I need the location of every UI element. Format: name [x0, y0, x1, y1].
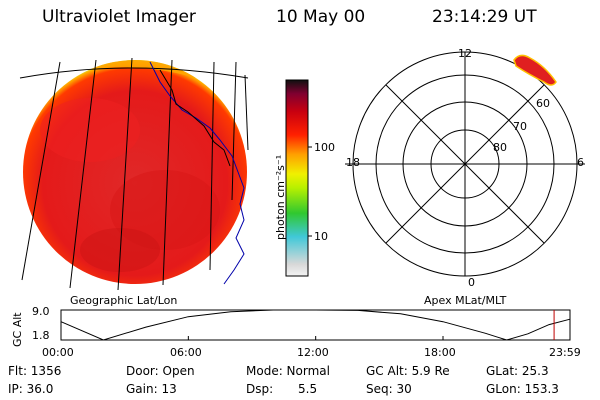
- mlt-label-6: 6: [577, 156, 584, 169]
- info-glat: GLat: 25.3: [486, 364, 549, 378]
- orbit-x-ticks: [60, 336, 571, 340]
- info-ip: IP: 36.0: [8, 382, 54, 396]
- info-gc-alt: GC Alt: 5.9 Re: [366, 364, 450, 378]
- mlt-label-18: 18: [346, 156, 360, 169]
- info-gain: Gain: 13: [126, 382, 177, 396]
- instrument-title: Ultraviolet Imager: [42, 7, 196, 27]
- orbit-xtick-0600: 06:00: [170, 346, 202, 359]
- colorbar-ramp: [285, 79, 309, 277]
- info-mode: Mode: Normal: [246, 364, 330, 378]
- mlat-label-70: 70: [513, 120, 527, 133]
- mlat-label-60: 60: [536, 97, 550, 110]
- orbit-xtick-1800: 18:00: [424, 346, 456, 359]
- info-dsp-label: Dsp:: [246, 382, 274, 396]
- polar-panel-label: Apex MLat/MLT: [424, 294, 507, 307]
- orbit-xtick-2359: 23:59: [549, 346, 581, 359]
- geo-grid: [19, 57, 249, 291]
- date-label: 10 May 00: [276, 7, 366, 27]
- colorbar-tick-label-10: 10: [314, 230, 328, 243]
- info-dsp-value: 5.5: [298, 382, 318, 396]
- coastline-border: [159, 69, 231, 167]
- orbit-xtick-0000: 00:00: [42, 346, 74, 359]
- mlat-label-80: 80: [493, 141, 507, 154]
- info-glon: GLon: 153.3: [486, 382, 559, 396]
- geo-panel-label: Geographic Lat/Lon: [70, 294, 178, 307]
- mlt-label-0: 0: [468, 276, 475, 289]
- info-door: Door: Open: [126, 364, 195, 378]
- info-seq: Seq: 30: [366, 382, 412, 396]
- orbit-altitude-line: [60, 309, 571, 341]
- mlt-label-12: 12: [458, 47, 472, 60]
- colorbar-tick-label-100: 100: [314, 141, 335, 154]
- orbit-ylabel: GC Alt: [11, 312, 24, 347]
- polar-grid: [345, 51, 585, 277]
- info-flt: Flt: 1356: [8, 364, 62, 378]
- orbit-ytick-min: 1.8: [32, 329, 50, 342]
- auroral-oval-patch: [513, 54, 557, 86]
- time-label: 23:14:29 UT: [432, 7, 537, 27]
- orbit-ytick-max: 9.0: [32, 305, 50, 318]
- orbit-xtick-1200: 12:00: [297, 346, 329, 359]
